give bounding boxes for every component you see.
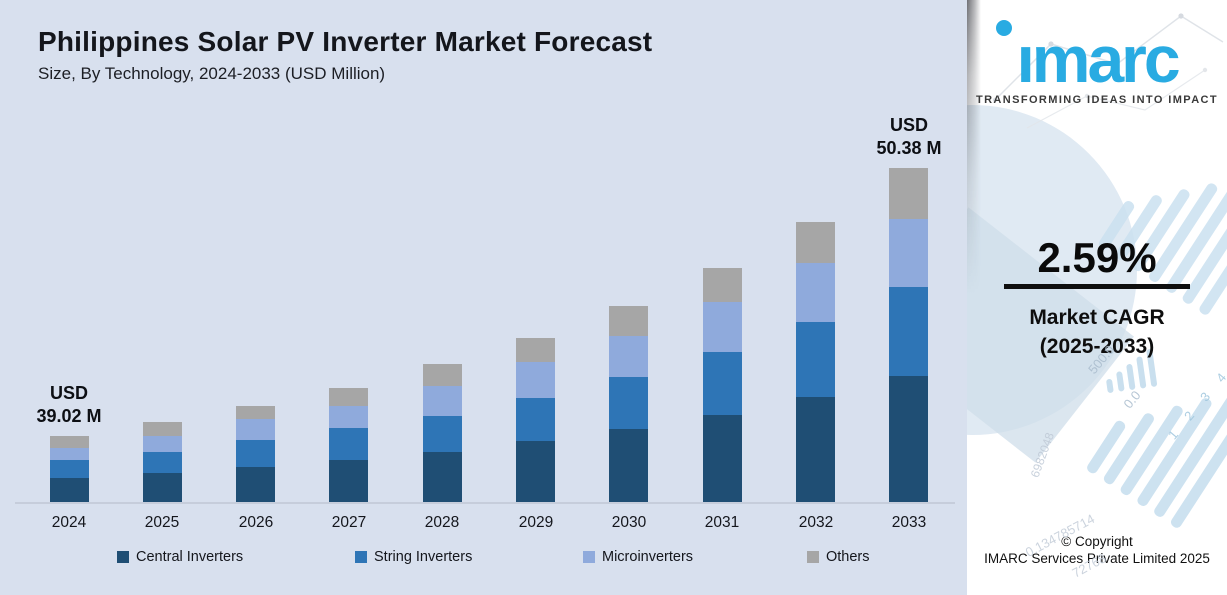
- cagr-value: 2.59%: [1037, 234, 1157, 281]
- bar-2028-string-inverters: [423, 416, 462, 452]
- legend-item-others: Others: [807, 549, 870, 565]
- bar-2025-others: [143, 422, 182, 436]
- bar-2033-string-inverters: [889, 287, 928, 376]
- decor-stripe: [1136, 356, 1147, 389]
- copyright: © Copyright IMARC Services Private Limit…: [967, 533, 1227, 567]
- legend-item-microinverters: Microinverters: [583, 549, 693, 565]
- legend-label-microinverters: Microinverters: [602, 549, 694, 565]
- bar-2032-central-inverters: [796, 397, 835, 502]
- bar-2026-microinverters: [236, 419, 275, 440]
- chart-title: Philippines Solar PV Inverter Market For…: [38, 26, 653, 57]
- bar-2025-string-inverters: [143, 452, 182, 473]
- bar-2028-central-inverters: [423, 452, 462, 502]
- x-tick-2031: 2031: [704, 514, 740, 531]
- x-tick-2025: 2025: [144, 514, 180, 531]
- bar-2025-microinverters: [143, 436, 182, 452]
- bar-2029-others: [516, 338, 555, 362]
- bar-2032-others: [796, 222, 835, 263]
- imarc-logo: ımarc TRANSFORMING IDEAS INTO IMPACT: [967, 0, 1227, 106]
- copyright-line1: © Copyright: [1061, 534, 1133, 549]
- decor-stripe: [1126, 363, 1136, 391]
- bar-2029-string-inverters: [516, 398, 555, 441]
- bar-2025-central-inverters: [143, 473, 182, 502]
- decor-stripe: [1105, 378, 1114, 394]
- bar-2030-string-inverters: [609, 377, 648, 429]
- bar-2031-others: [703, 268, 742, 302]
- sidebar-edge-shadow: [967, 0, 981, 420]
- decor-network-lines: [992, 13, 1224, 129]
- legend-item-central-inverters: Central Inverters: [117, 549, 243, 565]
- cagr-label-line1: Market CAGR: [1029, 306, 1165, 329]
- legend-label-central-inverters: Central Inverters: [136, 549, 244, 565]
- legend-swatch-others: [807, 551, 819, 563]
- value-label-2033: USD 50.38 M: [876, 115, 942, 158]
- bar-2028-microinverters: [423, 386, 462, 416]
- cagr-underline: [1004, 284, 1190, 289]
- bar-2026-string-inverters: [236, 440, 275, 467]
- bar-2024-microinverters: [50, 448, 89, 460]
- imarc-tagline: TRANSFORMING IDEAS INTO IMPACT: [975, 94, 1219, 106]
- bar-2027-string-inverters: [329, 428, 368, 460]
- decor-stripe: [1115, 371, 1125, 392]
- copyright-line2: IMARC Services Private Limited 2025: [984, 551, 1210, 566]
- plot-area: 2024 2025 2026 2027 2028 2029 2030 2031 2032 2033…: [15, 115, 955, 531]
- bar-2029-central-inverters: [516, 441, 555, 502]
- x-tick-2026: 2026: [238, 514, 274, 531]
- bar-2027-central-inverters: [329, 460, 368, 502]
- bar-2027-microinverters: [329, 406, 368, 428]
- cagr-block: 2.59% Market CAGR (2025-2033): [967, 236, 1227, 361]
- legend-swatch-central-inverters: [117, 551, 129, 563]
- bar-2029-microinverters: [516, 362, 555, 398]
- bar-2033-microinverters: [889, 219, 928, 287]
- bar-2033-central-inverters: [889, 376, 928, 502]
- x-tick-2027: 2027: [331, 514, 367, 531]
- bar-2032-microinverters: [796, 263, 835, 322]
- x-tick-2032: 2032: [798, 514, 834, 531]
- chart-subtitle: Size, By Technology, 2024-2033 (USD Mill…: [38, 64, 386, 83]
- bar-2024-others: [50, 436, 89, 448]
- legend-label-others: Others: [826, 549, 870, 565]
- bar-2030-central-inverters: [609, 429, 648, 502]
- x-tick-2024: 2024: [51, 514, 87, 531]
- bar-2033-others: [889, 168, 928, 219]
- bar-2032-string-inverters: [796, 322, 835, 397]
- legend-label-string-inverters: String Inverters: [374, 549, 473, 565]
- bar-2026-others: [236, 406, 275, 419]
- legend-swatch-string-inverters: [355, 551, 367, 563]
- chart-panel: Philippines Solar PV Inverter Market For…: [0, 0, 967, 595]
- legend-item-string-inverters: String Inverters: [355, 549, 472, 565]
- x-axis-line: [15, 502, 955, 504]
- imarc-logo-dot-icon: [996, 20, 1012, 36]
- bar-2030-others: [609, 306, 648, 336]
- x-tick-2033: 2033: [891, 514, 927, 531]
- bar-2031-central-inverters: [703, 415, 742, 502]
- chart-legend: Central Inverters String Inverters Microin…: [0, 549, 967, 573]
- imarc-logo-text: ımarc: [1016, 22, 1180, 96]
- bar-2031-microinverters: [703, 302, 742, 352]
- value-label-2024: USD 39.02 M: [36, 383, 102, 426]
- brand-sidebar: ımarc TRANSFORMING IDEAS INTO IMPACT 2.5…: [967, 0, 1227, 595]
- bar-2024-central-inverters: [50, 478, 89, 502]
- bar-2031-string-inverters: [703, 352, 742, 415]
- x-tick-2029: 2029: [518, 514, 554, 531]
- bar-2024-string-inverters: [50, 460, 89, 478]
- cagr-label-line2: (2025-2033): [1039, 335, 1155, 358]
- bar-2028-others: [423, 364, 462, 386]
- x-tick-2030: 2030: [611, 514, 647, 531]
- bar-2026-central-inverters: [236, 467, 275, 502]
- bar-2027-others: [329, 388, 368, 406]
- bar-2030-microinverters: [609, 336, 648, 377]
- x-tick-2028: 2028: [424, 514, 460, 531]
- legend-swatch-microinverters: [583, 551, 595, 563]
